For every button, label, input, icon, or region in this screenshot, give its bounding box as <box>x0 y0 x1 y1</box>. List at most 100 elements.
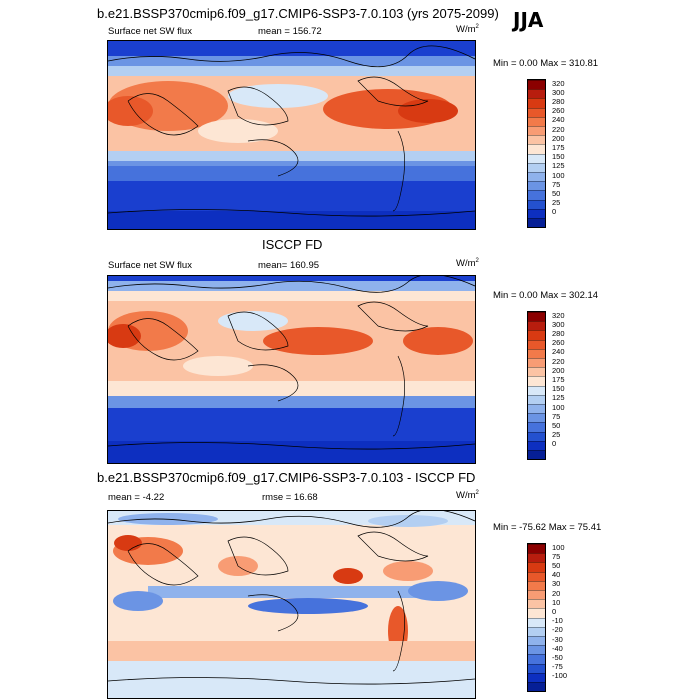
cbar3-box <box>528 553 545 563</box>
panel1-minmax-label: Min = 0.00 Max = 310.81 <box>493 58 599 69</box>
panel2-mean-label: mean= 160.95 <box>258 260 320 271</box>
cbar-tick: 0 <box>552 207 557 216</box>
cbar-tick: 10 <box>552 598 561 607</box>
cbar-tick: 150 <box>552 152 565 161</box>
cbar-tick: 280 <box>552 97 565 106</box>
cbar1-box <box>528 190 545 200</box>
panel2-observed-map <box>107 275 476 464</box>
cbar2-box <box>528 312 545 322</box>
cbar-tick: -10 <box>552 616 563 625</box>
cbar2-box <box>528 394 545 404</box>
cbar3-box <box>528 617 545 627</box>
cbar-tick: 30 <box>552 579 561 588</box>
cbar-tick: 320 <box>552 311 565 320</box>
cbar-tick: 100 <box>552 171 565 180</box>
panel3-mean-label: mean = -4.22 <box>108 492 165 503</box>
cbar2-box <box>528 431 545 441</box>
panel1-model-map <box>107 40 476 230</box>
cbar2-box <box>528 339 545 349</box>
cbar-tick: -30 <box>552 635 563 644</box>
cbar1-box <box>528 89 545 99</box>
cbar-tick: 40 <box>552 570 561 579</box>
cbar-tick: 200 <box>552 366 565 375</box>
cbar3-box <box>528 682 545 691</box>
cbar2-box <box>528 376 545 386</box>
cbar2-box <box>528 413 545 423</box>
cbar-tick: 150 <box>552 384 565 393</box>
cbar-tick: 75 <box>552 552 561 561</box>
cbar-tick: -20 <box>552 625 563 634</box>
cbar1-box <box>528 98 545 108</box>
cbar-tick: 320 <box>552 79 565 88</box>
cbar-tick: 260 <box>552 338 565 347</box>
cbar-tick: -40 <box>552 644 563 653</box>
cbar2-box <box>528 330 545 340</box>
cbar3-box <box>528 544 545 554</box>
cbar-tick: -100 <box>552 671 568 680</box>
panel1-mean-label: mean = 156.72 <box>258 26 322 37</box>
cbar-tick: 75 <box>552 180 561 189</box>
cbar1-box <box>528 199 545 209</box>
cbar3-box <box>528 571 545 581</box>
cbar-tick: 50 <box>552 189 561 198</box>
panel3-colorbar <box>527 543 546 692</box>
cbar1-box <box>528 218 545 227</box>
cbar1-box <box>528 107 545 117</box>
cbar-tick: 125 <box>552 393 565 402</box>
cbar-tick: 175 <box>552 143 565 152</box>
cbar-tick: -75 <box>552 662 563 671</box>
cbar3-box <box>528 599 545 609</box>
cbar-tick: 25 <box>552 198 561 207</box>
cbar-tick: 280 <box>552 329 565 338</box>
cbar3-box <box>528 608 545 618</box>
panel2-title: ISCCP FD <box>262 237 323 252</box>
cbar-tick: 100 <box>552 403 565 412</box>
panel2-minmax-label: Min = 0.00 Max = 302.14 <box>493 290 599 301</box>
cbar2-box <box>528 385 545 395</box>
cbar-tick: 220 <box>552 357 565 366</box>
cbar3-box <box>528 654 545 664</box>
panel1-variable-label: Surface net SW flux <box>108 26 192 37</box>
cbar-tick: 260 <box>552 106 565 115</box>
season-label: JJA <box>513 8 544 32</box>
cbar1-box <box>528 181 545 191</box>
cbar-tick: 175 <box>552 375 565 384</box>
panel3-difference-map <box>107 510 476 699</box>
panel1-colorbar <box>527 79 546 228</box>
cbar1-box <box>528 126 545 136</box>
cbar-tick: 240 <box>552 115 565 124</box>
cbar-tick: 300 <box>552 88 565 97</box>
cbar3-box <box>528 562 545 572</box>
panel3-title: b.e21.BSSP370cmip6.f09_g17.CMIP6-SSP3-7.… <box>97 470 476 485</box>
cbar2-box <box>528 450 545 459</box>
cbar2-box <box>528 348 545 358</box>
cbar1-box <box>528 144 545 154</box>
cbar-tick: 200 <box>552 134 565 143</box>
cbar2-box <box>528 358 545 368</box>
cbar-tick: 300 <box>552 320 565 329</box>
cbar1-box <box>528 153 545 163</box>
cbar3-box <box>528 663 545 673</box>
cbar-tick: 220 <box>552 125 565 134</box>
cbar-tick: 0 <box>552 439 557 448</box>
cbar2-box <box>528 367 545 377</box>
cbar-tick: 100 <box>552 543 565 552</box>
cbar-tick: -50 <box>552 653 563 662</box>
cbar3-box <box>528 580 545 590</box>
panel3-rmse-label: rmse = 16.68 <box>262 492 318 503</box>
cbar3-box <box>528 636 545 646</box>
cbar1-box <box>528 208 545 218</box>
cbar-tick: 75 <box>552 412 561 421</box>
cbar2-box <box>528 404 545 414</box>
cbar1-box <box>528 80 545 90</box>
cbar1-box <box>528 135 545 145</box>
cbar-tick: 25 <box>552 430 561 439</box>
panel3-minmax-label: Min = -75.62 Max = 75.41 <box>493 522 602 533</box>
panel1-title: b.e21.BSSP370cmip6.f09_g17.CMIP6-SSP3-7.… <box>97 6 499 21</box>
cbar3-box <box>528 645 545 655</box>
cbar3-box <box>528 626 545 636</box>
cbar3-box <box>528 672 545 682</box>
panel1-units-label: W/m2 <box>456 24 479 36</box>
cbar-tick: 50 <box>552 561 561 570</box>
panel2-variable-label: Surface net SW flux <box>108 260 192 271</box>
